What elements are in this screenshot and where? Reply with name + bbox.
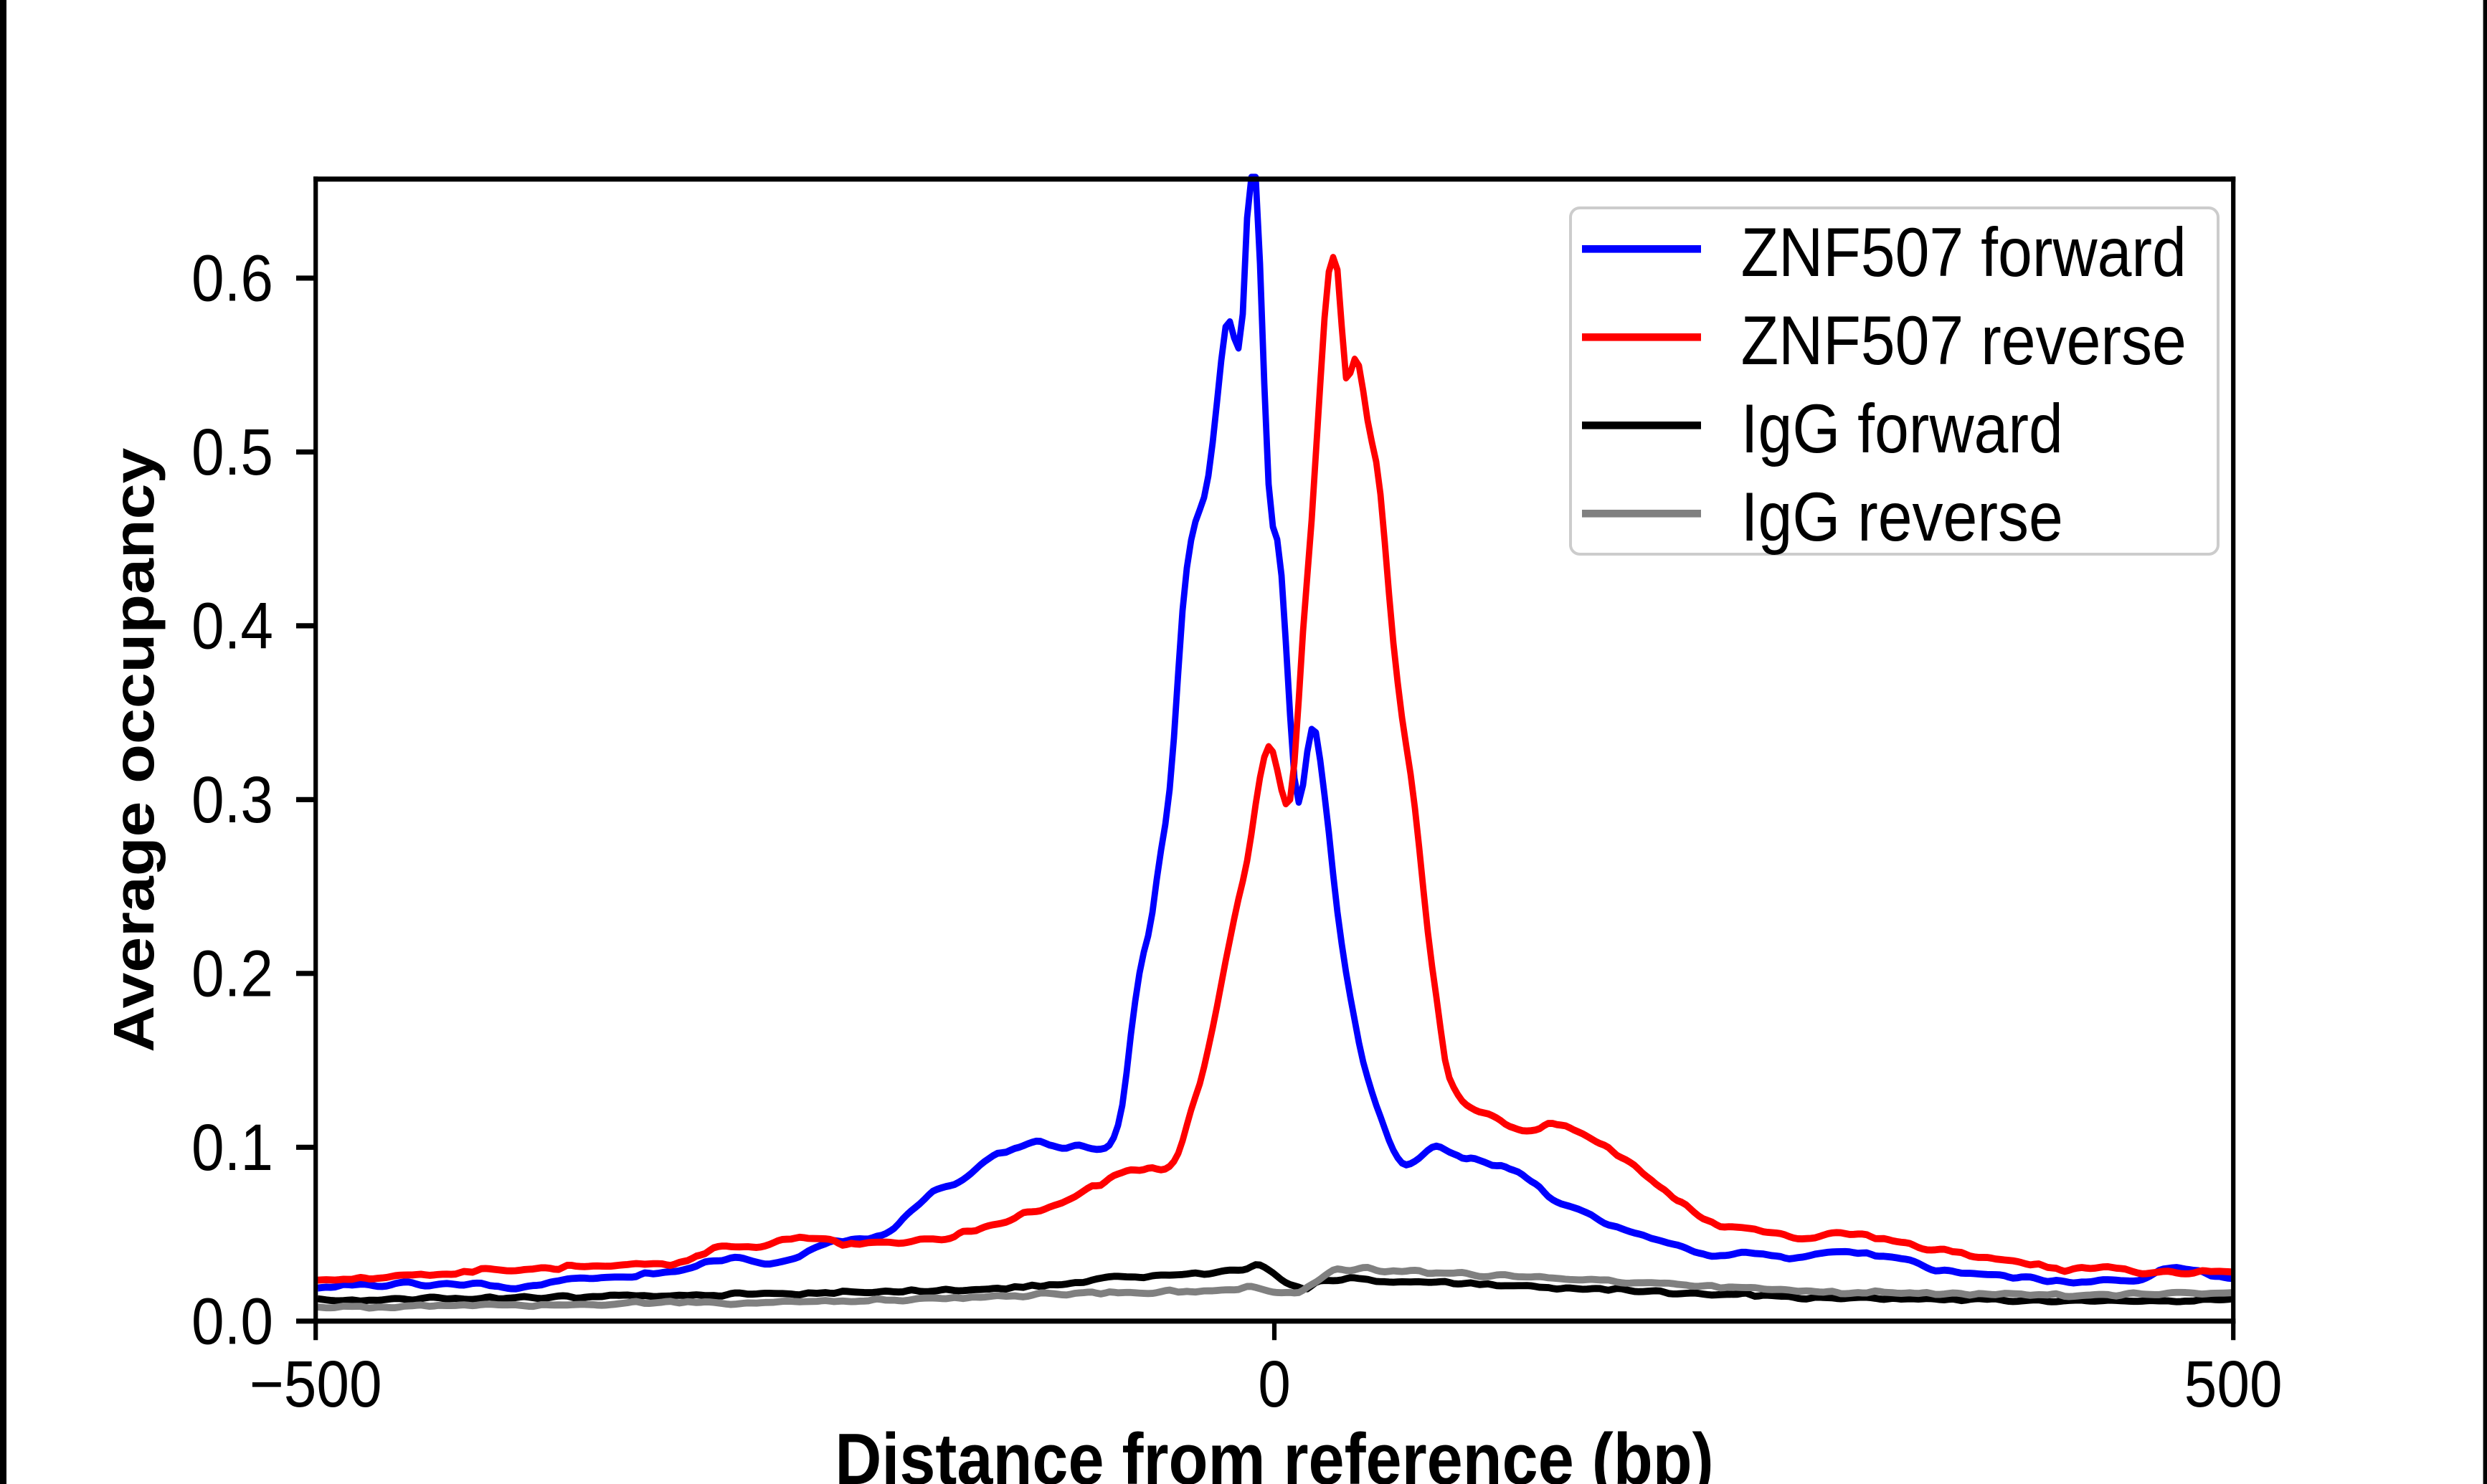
svg-text:0: 0 <box>1258 1348 1291 1421</box>
svg-text:0.0: 0.0 <box>191 1285 273 1358</box>
svg-text:ZNF507 forward: ZNF507 forward <box>1741 214 2187 291</box>
svg-text:0.2: 0.2 <box>191 937 273 1010</box>
svg-text:ZNF507 reverse: ZNF507 reverse <box>1741 302 2187 379</box>
svg-text:Average occupancy: Average occupancy <box>101 448 165 1052</box>
svg-text:0.4: 0.4 <box>191 589 273 662</box>
svg-text:IgG forward: IgG forward <box>1741 390 2063 467</box>
svg-text:0.6: 0.6 <box>191 242 273 315</box>
svg-text:Distance from reference (bp): Distance from reference (bp) <box>835 1419 1713 1484</box>
svg-text:IgG reverse: IgG reverse <box>1741 478 2063 556</box>
svg-text:−500: −500 <box>250 1348 382 1421</box>
svg-text:0.3: 0.3 <box>191 764 273 837</box>
svg-text:500: 500 <box>2184 1348 2283 1421</box>
svg-text:0.1: 0.1 <box>191 1111 273 1184</box>
svg-text:0.5: 0.5 <box>191 416 273 489</box>
